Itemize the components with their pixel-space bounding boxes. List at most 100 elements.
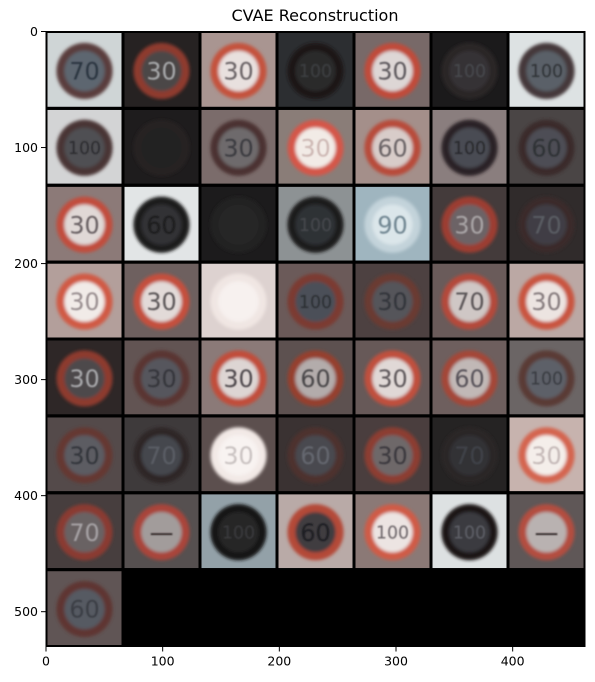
reconstruction-tile: 100 xyxy=(201,494,276,569)
reconstruction-tile: 30 xyxy=(201,33,276,107)
y-tick-label: 400 xyxy=(14,488,38,503)
reconstruction-tile: 60 xyxy=(124,186,199,261)
reconstruction-tile: 60 xyxy=(278,340,353,415)
tile-sign-label: 30 xyxy=(146,58,176,86)
tile-sign-label: 30 xyxy=(223,365,253,393)
x-tick-label: 200 xyxy=(267,654,291,669)
reconstruction-tile: 30 xyxy=(124,340,199,415)
tile-sign-label: 60 xyxy=(300,519,330,547)
reconstruction-tile: 30 xyxy=(355,263,430,338)
tile-sign-label: — xyxy=(150,519,174,547)
y-tick-label: 200 xyxy=(14,256,38,271)
reconstruction-tile: 100 xyxy=(432,33,507,107)
reconstruction-tile: 60 xyxy=(509,109,584,184)
tile-sign-label: 100 xyxy=(530,62,563,82)
tile-sign-label: 100 xyxy=(68,139,101,159)
tile-sign-label: 30 xyxy=(69,365,99,393)
tile-sign-label: 60 xyxy=(300,442,330,470)
reconstruction-tile: 30 xyxy=(47,340,122,415)
tile-sign-label: 30 xyxy=(377,442,407,470)
tile-sign-label: 100 xyxy=(376,523,409,543)
tile-sign-label: 60 xyxy=(531,134,561,162)
y-tick-label: 300 xyxy=(14,372,38,387)
reconstruction-tile: 100 xyxy=(509,340,584,415)
reconstruction-tile: 30 xyxy=(124,33,199,107)
reconstruction-tile: 30 xyxy=(124,263,199,338)
reconstruction-tile xyxy=(124,109,199,184)
y-tick-label: 0 xyxy=(30,24,38,39)
tile-sign-label: 100 xyxy=(299,62,332,82)
tile-sign-label: 70 xyxy=(454,442,484,470)
tile-sign-label: 100 xyxy=(453,523,486,543)
reconstruction-tile: 30 xyxy=(432,186,507,261)
tile-sign-label: 30 xyxy=(223,442,253,470)
x-tick-label: 100 xyxy=(151,654,175,669)
y-tick-label: 500 xyxy=(14,604,38,619)
reconstruction-tile: 30 xyxy=(278,109,353,184)
reconstruction-tile: 70 xyxy=(509,186,584,261)
tile-sign-label: 30 xyxy=(223,58,253,86)
reconstruction-tile: 30 xyxy=(201,109,276,184)
reconstruction-tile: 100 xyxy=(432,109,507,184)
plot-title: CVAE Reconstruction xyxy=(231,6,399,25)
tile-sign-label: 100 xyxy=(299,216,332,236)
reconstruction-tile: 60 xyxy=(278,417,353,492)
reconstruction-tile: 30 xyxy=(509,417,584,492)
reconstruction-tile: 70 xyxy=(432,417,507,492)
reconstruction-tile: 100 xyxy=(278,186,353,261)
reconstruction-tile: 90 xyxy=(355,186,430,261)
tile-sign-label: 60 xyxy=(300,365,330,393)
tile-sign-label: 60 xyxy=(69,596,99,624)
y-tick-label: 100 xyxy=(14,140,38,155)
tile-sign-label: 30 xyxy=(300,134,330,162)
reconstruction-tile: 100 xyxy=(278,33,353,107)
reconstruction-tile: 60 xyxy=(278,494,353,569)
reconstruction-tile: 60 xyxy=(432,340,507,415)
reconstruction-tile: 60 xyxy=(355,109,430,184)
reconstruction-tile: 70 xyxy=(124,417,199,492)
reconstruction-tile: — xyxy=(509,494,584,569)
tile-sign-label: 30 xyxy=(377,58,407,86)
tile-sign-label: 100 xyxy=(222,523,255,543)
reconstruction-tile: 30 xyxy=(47,417,122,492)
reconstruction-tile: 100 xyxy=(355,494,430,569)
reconstruction-tile: 70 xyxy=(47,33,122,107)
tile-sign-label: 30 xyxy=(454,211,484,239)
tile-sign-label: 70 xyxy=(454,288,484,316)
x-axis: 0 100 200 300 400 xyxy=(42,646,525,669)
x-tick-label: 300 xyxy=(384,654,408,669)
tile-sign-label: 60 xyxy=(146,211,176,239)
reconstruction-tile: 100 xyxy=(432,494,507,569)
reconstruction-tile: — xyxy=(124,494,199,569)
tile-sign-label: 30 xyxy=(377,288,407,316)
tile-sign-label: 100 xyxy=(453,139,486,159)
tile-sign-label: 100 xyxy=(299,293,332,313)
reconstruction-tile: 30 xyxy=(509,263,584,338)
tile-sign-label: 30 xyxy=(377,365,407,393)
tile-sign-label: 70 xyxy=(69,519,99,547)
reconstruction-tile: 30 xyxy=(355,340,430,415)
reconstruction-tile: 100 xyxy=(278,263,353,338)
reconstruction-tile: 30 xyxy=(201,417,276,492)
y-axis: 0 100 200 300 400 500 xyxy=(14,24,46,619)
axes-frame xyxy=(45,31,586,647)
tile-sign-label: 70 xyxy=(146,442,176,470)
reconstruction-tile: 30 xyxy=(355,33,430,107)
reconstruction-tile: 70 xyxy=(47,494,122,569)
reconstruction-tile: 100 xyxy=(47,109,122,184)
tile-sign-label: 30 xyxy=(223,134,253,162)
reconstruction-grid: 70 30 30 100 30 100 100 100 30 30 60 100 60 30 60 100 90… xyxy=(46,31,585,647)
tile-sign-label: 30 xyxy=(69,211,99,239)
tile-sign-label: 30 xyxy=(531,288,561,316)
tile-sign-label: 30 xyxy=(146,365,176,393)
tile-sign-label: 30 xyxy=(531,442,561,470)
tile-sign-label: 100 xyxy=(453,62,486,82)
reconstruction-tile: 30 xyxy=(355,417,430,492)
tile-sign-label: 30 xyxy=(146,288,176,316)
reconstruction-tile: 100 xyxy=(509,33,584,107)
reconstruction-tile: 30 xyxy=(47,263,122,338)
reconstruction-tile: 60 xyxy=(47,571,122,645)
reconstruction-tile: 70 xyxy=(432,263,507,338)
tile-sign-label: 90 xyxy=(377,211,407,239)
